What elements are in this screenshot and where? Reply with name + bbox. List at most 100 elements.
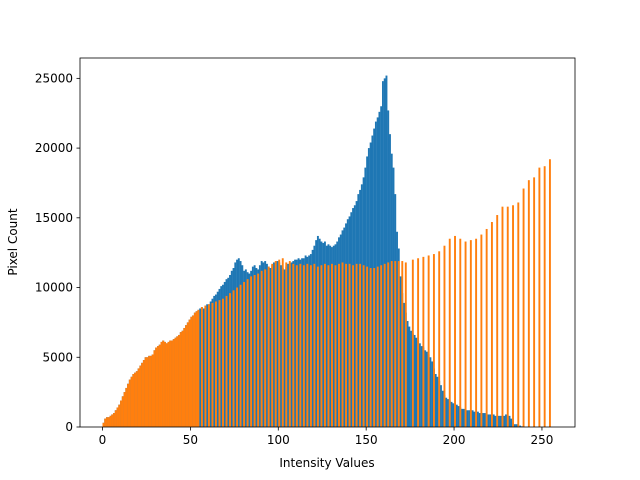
bar xyxy=(450,401,453,427)
bar xyxy=(271,263,274,427)
bar xyxy=(378,111,381,428)
bar xyxy=(285,262,288,427)
bar xyxy=(241,265,244,427)
bar xyxy=(220,286,223,427)
bar xyxy=(202,308,205,427)
bar xyxy=(225,295,228,427)
bar xyxy=(218,300,221,427)
bar xyxy=(367,148,370,427)
bar xyxy=(373,268,376,427)
bar xyxy=(139,365,142,427)
bar xyxy=(299,263,302,427)
bar xyxy=(323,263,326,427)
bar xyxy=(280,265,282,427)
x-tick-label: 250 xyxy=(531,433,554,447)
bar xyxy=(204,305,207,427)
bar xyxy=(313,263,316,427)
x-tick-label: 0 xyxy=(99,433,107,447)
bar xyxy=(200,307,203,427)
bar xyxy=(253,274,256,427)
bar xyxy=(498,415,500,427)
y-tick-label: 15000 xyxy=(35,211,73,225)
bar xyxy=(336,241,339,427)
bar xyxy=(464,241,467,427)
bar xyxy=(195,311,198,427)
bar xyxy=(290,262,293,427)
bar xyxy=(461,408,464,427)
bar xyxy=(483,413,486,427)
bar xyxy=(334,265,337,427)
bar xyxy=(374,121,377,428)
bar xyxy=(269,268,272,427)
bar xyxy=(116,407,119,427)
bar xyxy=(371,135,374,427)
bar xyxy=(155,347,158,427)
bar xyxy=(320,265,323,427)
bar xyxy=(244,269,247,427)
bar xyxy=(494,415,497,427)
bar xyxy=(366,266,369,427)
bar xyxy=(250,276,253,427)
bar xyxy=(167,341,170,427)
bar xyxy=(295,265,298,427)
bar xyxy=(457,406,460,427)
bar xyxy=(258,265,261,427)
bar xyxy=(311,249,314,427)
bar xyxy=(492,414,495,427)
bar xyxy=(120,400,122,427)
bar xyxy=(325,245,328,427)
bar xyxy=(364,167,367,427)
bar xyxy=(394,261,397,427)
bar xyxy=(452,403,455,427)
bar xyxy=(190,316,193,427)
bar xyxy=(343,227,346,427)
bar xyxy=(302,265,305,427)
bar xyxy=(230,270,233,427)
bar xyxy=(165,343,168,427)
bar xyxy=(107,417,110,427)
bar xyxy=(387,262,390,427)
bar xyxy=(211,302,214,427)
bar xyxy=(287,263,289,427)
bar xyxy=(162,340,165,427)
y-tick-label: 10000 xyxy=(35,281,73,295)
bar xyxy=(193,312,196,427)
bar xyxy=(151,354,154,427)
bar xyxy=(171,340,173,427)
bar xyxy=(181,330,184,427)
bar xyxy=(443,245,446,427)
bar xyxy=(135,371,138,427)
bar xyxy=(431,361,434,427)
bar xyxy=(134,372,137,427)
bar xyxy=(436,376,439,427)
bar xyxy=(174,337,177,427)
bar xyxy=(331,263,333,427)
bar xyxy=(341,262,344,427)
bar xyxy=(489,414,492,427)
bar xyxy=(188,319,191,427)
bar xyxy=(447,399,449,427)
bar xyxy=(229,293,231,427)
bar xyxy=(445,397,448,427)
bar xyxy=(527,180,530,427)
bar xyxy=(281,258,284,427)
bar xyxy=(176,336,179,427)
bar xyxy=(499,415,502,427)
bar xyxy=(118,404,121,427)
bar xyxy=(346,219,349,427)
bar xyxy=(543,166,546,427)
bar xyxy=(410,330,413,427)
bar xyxy=(408,326,411,427)
bar xyxy=(142,360,145,427)
bar xyxy=(209,301,212,427)
bar xyxy=(123,392,126,427)
bar xyxy=(316,266,319,427)
bar xyxy=(339,234,342,427)
bar xyxy=(267,266,270,427)
y-tick-label: 20000 xyxy=(35,141,73,155)
bar xyxy=(265,263,268,427)
bar xyxy=(179,332,182,427)
bar xyxy=(260,270,263,427)
bar xyxy=(304,255,307,427)
